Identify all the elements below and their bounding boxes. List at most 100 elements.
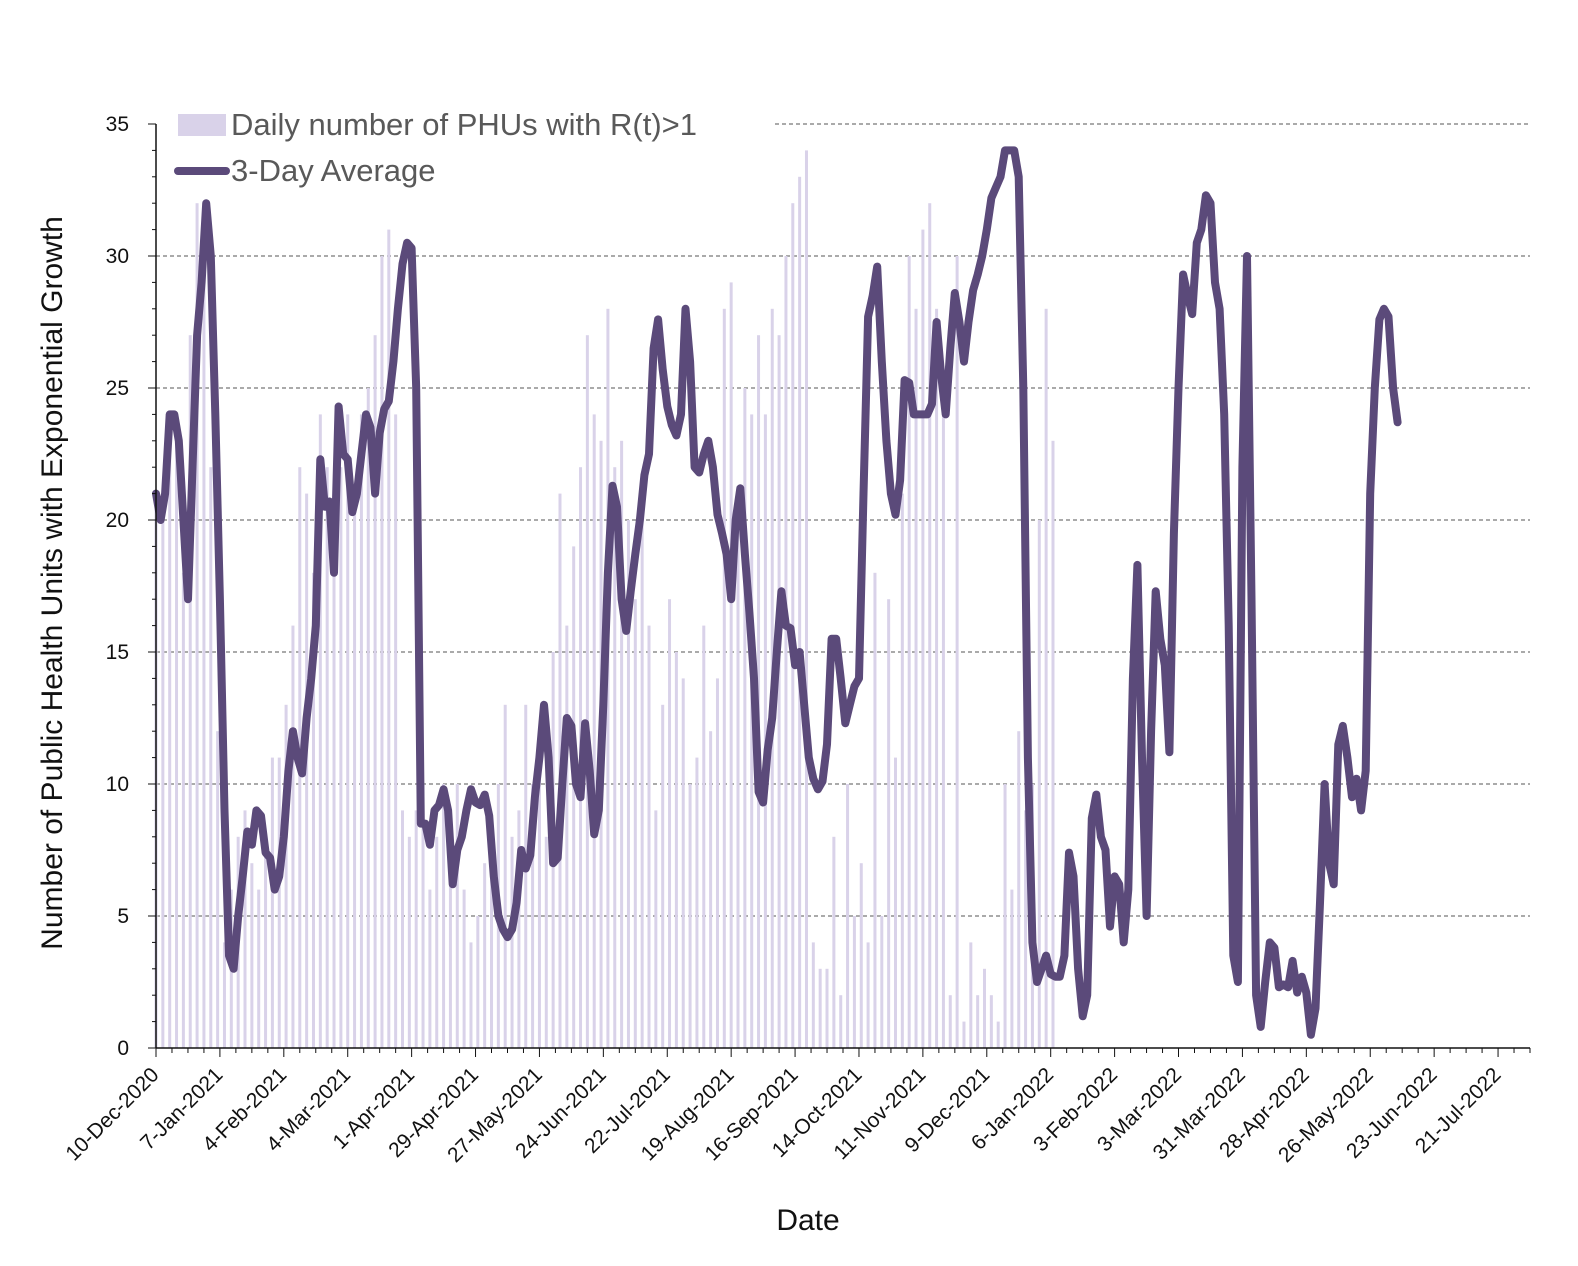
daily-bar (825, 968, 829, 1048)
daily-bar (976, 995, 980, 1048)
y-tick-label: 35 (106, 113, 129, 136)
daily-bar (763, 414, 767, 1048)
y-tick-label: 0 (117, 1037, 129, 1060)
daily-bar (435, 836, 439, 1048)
daily-bar (325, 467, 329, 1048)
daily-bar (846, 784, 850, 1048)
daily-bar (442, 784, 446, 1048)
daily-bar (887, 599, 891, 1048)
daily-bar (955, 256, 959, 1048)
gridlines (156, 123, 1530, 917)
daily-bar (1010, 889, 1014, 1048)
daily-bar (407, 836, 411, 1048)
daily-bar (318, 414, 322, 1048)
daily-bar (277, 757, 281, 1048)
x-axis-title: Date (776, 1204, 839, 1237)
daily-bar (969, 942, 973, 1048)
daily-bar (222, 942, 226, 1048)
daily-bar (585, 335, 589, 1048)
daily-bar (565, 625, 569, 1048)
daily-bar (188, 335, 192, 1048)
daily-bar (715, 678, 719, 1048)
daily-bar (1024, 810, 1028, 1048)
daily-bar (688, 784, 692, 1048)
legend-swatch-daily (178, 114, 226, 136)
daily-bar (373, 335, 377, 1048)
daily-bar (421, 784, 425, 1048)
daily-bar (524, 704, 528, 1048)
daily-bar (216, 731, 220, 1048)
daily-bar (722, 308, 726, 1048)
daily-bar (839, 995, 843, 1048)
legend: Daily number of PHUs with R(t)>1 3-Day A… (174, 107, 697, 188)
daily-bar (517, 810, 521, 1048)
daily-bar (387, 229, 391, 1049)
daily-bar (257, 889, 261, 1048)
y-tick-label: 10 (106, 773, 129, 796)
daily-bar (592, 414, 596, 1048)
daily-bar (1003, 784, 1007, 1048)
daily-bar (729, 282, 733, 1048)
daily-bar (921, 229, 925, 1049)
y-tick-label: 20 (106, 509, 129, 532)
daily-bar (757, 335, 761, 1048)
daily-bar (161, 520, 165, 1048)
daily-bar (291, 625, 295, 1048)
daily-bar (633, 599, 637, 1048)
daily-bar (483, 863, 487, 1048)
daily-bar (989, 995, 993, 1048)
daily-bar (448, 810, 452, 1048)
daily-bar (1037, 520, 1041, 1048)
daily-bar (202, 282, 206, 1048)
daily-bar (620, 440, 624, 1048)
daily-bar (264, 836, 268, 1048)
daily-bar (531, 784, 535, 1048)
y-axis-title: Number of Public Health Units with Expon… (36, 216, 69, 950)
daily-bar (784, 256, 788, 1048)
daily-bar (1044, 308, 1048, 1048)
daily-bar (907, 256, 911, 1048)
y-tick-label: 25 (106, 377, 129, 400)
daily-bar (702, 625, 706, 1048)
daily-bar (928, 203, 932, 1048)
daily-bar (175, 440, 179, 1048)
daily-bar (1017, 731, 1021, 1048)
daily-bar (181, 572, 185, 1048)
legend-label-average: 3-Day Average (231, 153, 436, 188)
daily-bar (462, 889, 466, 1048)
average-line (152, 146, 1402, 1039)
daily-bar (654, 810, 658, 1048)
y-tick-labels: 0 5 10 15 20 25 30 35 (106, 113, 129, 1060)
daily-bar (695, 757, 699, 1048)
daily-bar (544, 836, 548, 1048)
daily-bar (948, 995, 952, 1048)
daily-bar (804, 150, 808, 1048)
daily-bar (668, 599, 672, 1048)
daily-bar (243, 810, 247, 1048)
daily-bar (880, 916, 884, 1048)
daily-bar (996, 1021, 1000, 1048)
daily-bar (503, 704, 507, 1048)
daily-bar (250, 863, 254, 1048)
daily-bar (209, 467, 213, 1048)
daily-bar (893, 757, 897, 1048)
daily-bar (284, 704, 288, 1048)
daily-bar (900, 493, 904, 1049)
daily-bar (359, 414, 363, 1048)
legend-label-daily: Daily number of PHUs with R(t)>1 (231, 107, 697, 142)
daily-bar (983, 968, 987, 1048)
daily-bar (709, 731, 713, 1048)
daily-bar (626, 520, 630, 1048)
daily-bar (866, 942, 870, 1048)
daily-bar (811, 942, 815, 1048)
daily-bar (476, 916, 480, 1048)
daily-bar (572, 546, 576, 1048)
daily-bar (640, 493, 644, 1049)
daily-bar (743, 388, 747, 1048)
daily-bar (818, 968, 822, 1048)
daily-bar (428, 889, 432, 1048)
daily-bar (736, 493, 740, 1049)
daily-bar (168, 414, 172, 1048)
daily-bar (661, 704, 665, 1048)
daily-bar (681, 678, 685, 1048)
